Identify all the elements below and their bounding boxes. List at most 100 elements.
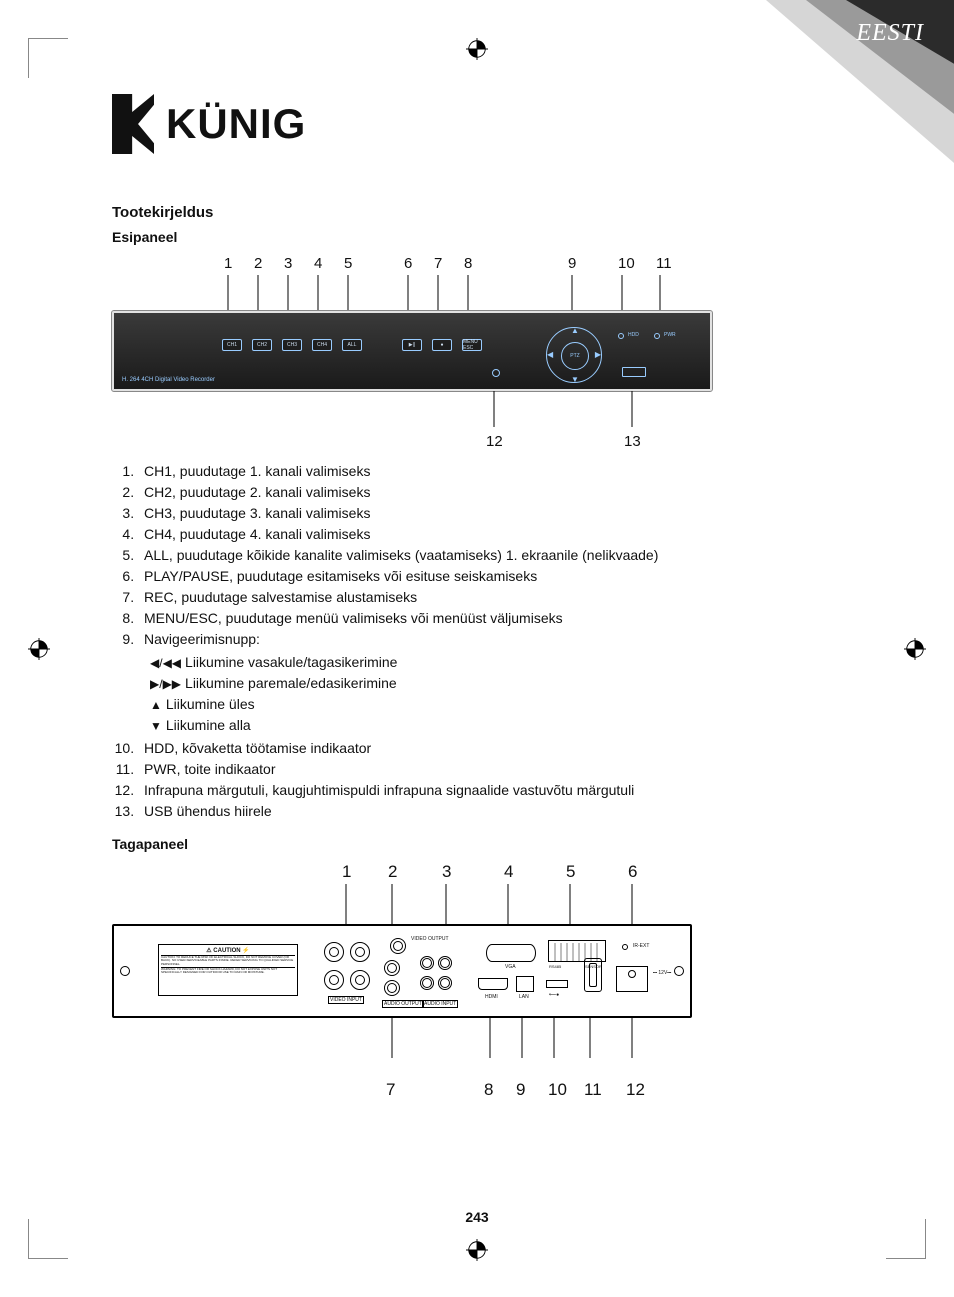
dc-input-icon (616, 966, 648, 992)
nav-down-icon: ▼ (571, 375, 579, 384)
panel-button: CH2 (252, 339, 272, 351)
hdd-led-label: HDD (628, 332, 639, 338)
ir-ext-label: IR-EXT (632, 943, 650, 949)
rca-audio-out-2 (384, 980, 400, 996)
callout-number: 12 (626, 1080, 645, 1100)
legend-item: CH3, puudutage 3. kanali valimiseks (138, 503, 842, 524)
caution-label-panel: ⚠ CAUTION ⚡ CAUTION: TO REDUCE THE RISK … (158, 944, 298, 996)
rca-video-out (390, 938, 406, 954)
caution-text: CAUTION (213, 948, 240, 954)
rca-video-in-4 (350, 970, 370, 990)
heading-rear-panel: Tagapaneel (112, 836, 842, 852)
callout-number: 8 (464, 255, 472, 272)
callout-number: 3 (284, 255, 292, 272)
legend-item: MENU/ESC, puudutage menüü valimiseks või… (138, 608, 842, 629)
hdd-led-icon (618, 333, 624, 339)
brand-name: KÜNIG (166, 100, 306, 148)
panel-button: MENU ESC (462, 339, 482, 351)
nav-sub-item: ▼ Liikumine alla (144, 715, 842, 736)
nav-symbol-icon: ◀/◀◀ (150, 657, 181, 669)
video-input-label: VIDEO INPUT (328, 996, 364, 1004)
panel-button: ● (432, 339, 452, 351)
legend-item: CH2, puudutage 2. kanali valimiseks (138, 482, 842, 503)
audio-input-label: AUDIO INPUT (422, 1000, 458, 1008)
callout-number: 11 (584, 1080, 602, 1100)
legend-item: CH4, puudutage 4. kanali valimiseks (138, 524, 842, 545)
callout-number: 12 (486, 433, 503, 450)
page-content: KÜNIG Tootekirjeldus Esipaneel 123456789… (112, 94, 842, 1102)
heading-front-panel: Esipaneel (112, 229, 842, 245)
crop-mark (28, 1219, 68, 1259)
rca-video-in-3 (350, 942, 370, 962)
nav-symbol-icon: ▶/▶▶ (150, 678, 181, 690)
callout-number: 10 (548, 1080, 567, 1100)
panel-button: CH1 (222, 339, 242, 351)
legend-item: Infrapuna märgutuli, kaugjuhtimispuldi i… (138, 780, 842, 801)
crop-mark (28, 38, 68, 78)
callout-number: 5 (344, 255, 352, 272)
nav-up-icon: ▲ (571, 326, 579, 335)
legend-item: HDD, kõvaketta töötamise indikaator (138, 738, 842, 759)
panel-button: CH3 (282, 339, 302, 351)
panel-button: CH4 (312, 339, 332, 351)
vga-label: VGA (504, 964, 517, 970)
nav-wheel: PTZ ▲ ▼ ◀ ▶ (546, 327, 602, 383)
vga-port-icon (486, 944, 536, 962)
panel-button: ALL (342, 339, 362, 351)
usb-port-icon (546, 980, 568, 988)
callout-number: 7 (434, 255, 442, 272)
callout-number: 9 (568, 255, 576, 272)
heading-product-description: Tootekirjeldus (112, 204, 842, 221)
rca-audio-out-1 (384, 960, 400, 976)
nav-symbol-icon: ▲ (150, 699, 162, 711)
brand-logo: KÜNIG (112, 94, 306, 154)
legend-item: Navigeerimisnupp:◀/◀◀ Liikumine vasakule… (138, 629, 842, 736)
callout-number: 1 (224, 255, 232, 272)
ir-ext-jack-icon (622, 944, 628, 950)
dc-label: ⎓ 12V⎓ (652, 970, 672, 976)
legend-item: ALL, puudutage kõikide kanalite valimise… (138, 545, 842, 566)
brand-logo-icon (112, 94, 154, 154)
nav-sub-text: Liikumine paremale/edasikerimine (185, 673, 397, 694)
callout-number: 3 (442, 862, 451, 882)
callout-number: 8 (484, 1080, 493, 1100)
nav-sub-item: ◀/◀◀ Liikumine vasakule/tagasikerimine (144, 652, 842, 673)
legend-item: CH1, puudutage 1. kanali valimiseks (138, 461, 842, 482)
nav-sub-item: ▲ Liikumine üles (144, 694, 842, 715)
nav-sub-text: Liikumine üles (166, 694, 255, 715)
rca-audio-in (438, 956, 452, 970)
rca-video-in-1 (324, 942, 344, 962)
callout-number: 13 (624, 433, 641, 450)
nav-symbol-icon: ▼ (150, 720, 162, 732)
video-output-label: VIDEO OUTPUT (410, 936, 450, 942)
callout-number: 5 (566, 862, 575, 882)
rear-panel-diagram: 123456 ⚠ CAUTION ⚡ CAUTION: TO REDUCE TH… (112, 862, 692, 1102)
nav-left-icon: ◀ (547, 350, 553, 359)
callout-number: 2 (254, 255, 262, 272)
callout-number: 4 (504, 862, 513, 882)
callout-number: 4 (314, 255, 322, 272)
ir-sensor-icon (492, 369, 500, 377)
nav-sub-item: ▶/▶▶ Liikumine paremale/edasikerimine (144, 673, 842, 694)
callout-number: 9 (516, 1080, 525, 1100)
power-switch-icon (584, 958, 602, 992)
page-number: 243 (465, 1209, 488, 1225)
callout-number: 1 (342, 862, 351, 882)
registration-mark-icon (28, 638, 50, 660)
device-model-text: H. 264 4CH Digital Video Recorder (122, 377, 215, 383)
nav-right-icon: ▶ (595, 350, 601, 359)
front-panel-body: CH1CH2CH3CH4ALL▶||●MENU ESC PTZ ▲ ▼ ◀ ▶ … (112, 311, 712, 391)
legend-item: PWR, toite indikaator (138, 759, 842, 780)
screw-icon (674, 966, 684, 976)
legend-item: USB ühendus hiirele (138, 801, 842, 822)
front-panel-legend: CH1, puudutage 1. kanali valimiseksCH2, … (112, 461, 842, 822)
rca-video-in-2 (324, 970, 344, 990)
usb-port-icon (622, 367, 646, 377)
rca-audio-in (438, 976, 452, 990)
registration-mark-icon (466, 38, 488, 60)
legend-item: REC, puudutage salvestamise alustamiseks (138, 587, 842, 608)
screw-icon (120, 966, 130, 976)
ptz-label: PTZ (561, 342, 589, 370)
panel-button: ▶|| (402, 339, 422, 351)
front-panel-diagram: 1234567891011 CH1CH2CH3CH4ALL▶||●MENU ES… (112, 255, 712, 455)
